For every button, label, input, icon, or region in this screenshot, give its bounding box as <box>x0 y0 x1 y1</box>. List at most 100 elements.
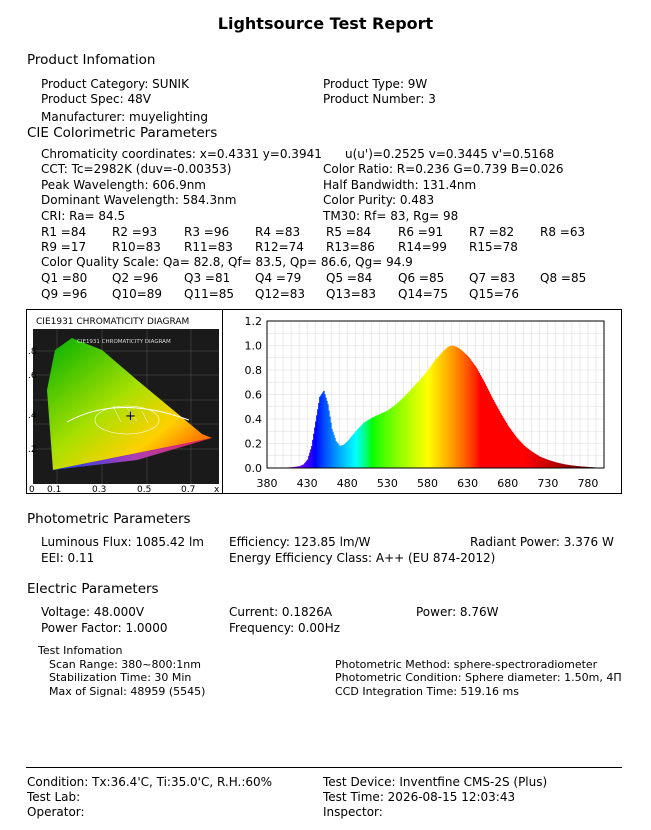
spectrum-bar <box>423 374 425 468</box>
tm30-value: TM30: Rf= 83, Rg= 98 <box>323 209 459 223</box>
spectrum-bar <box>534 453 537 468</box>
spectrum-bar <box>552 461 555 468</box>
q-value: Q2 =96 <box>112 271 159 285</box>
spectrum-bar <box>443 350 446 468</box>
spectrum-bar <box>349 438 351 468</box>
r-value: R5 =84 <box>326 225 372 239</box>
spectrum-bar <box>362 423 364 468</box>
spectrum-bar <box>506 424 509 468</box>
spectrum-bar <box>556 462 559 468</box>
spectrum-bar <box>361 424 363 468</box>
spectrum-bar <box>296 466 298 468</box>
spectrum-bar <box>434 360 436 468</box>
product-spec: Product Spec: 48V <box>41 92 151 106</box>
spectrum-bar <box>486 388 489 468</box>
spectrum-bar <box>406 393 408 468</box>
x-tick-label: 430 <box>297 477 318 490</box>
spectrum-bar <box>458 348 461 468</box>
spectrum-bar <box>356 430 358 468</box>
spectrum-bar <box>420 378 422 468</box>
max-signal: Max of Signal: 48959 (5545) <box>49 685 206 698</box>
spectrum-bar <box>449 346 452 468</box>
spectrum-bar <box>358 428 360 468</box>
spectrum-bar <box>538 456 541 468</box>
spectrum-bar <box>297 466 299 468</box>
spectrum-bar <box>432 363 434 468</box>
spectrum-bar <box>446 347 449 468</box>
luminous-flux: Luminous Flux: 1085.42 lm <box>41 535 204 549</box>
cct-value: CCT: Tc=2982K (duv=-0.00353) <box>41 162 232 176</box>
spectrum-bar <box>375 415 377 468</box>
power-factor: Power Factor: 1.0000 <box>41 621 168 635</box>
spectrum-bar <box>393 405 395 468</box>
spectrum-bar <box>357 429 359 468</box>
spectrum-bar <box>553 461 556 468</box>
spectrum-bar <box>454 346 457 468</box>
x-tick-label: 380 <box>257 477 278 490</box>
spectrum-bar <box>482 380 485 468</box>
cri-value: CRI: Ra= 84.5 <box>41 209 126 223</box>
spectrum-bar <box>527 449 530 468</box>
product-number: Product Number: 3 <box>323 92 436 106</box>
spectrum-bar <box>570 465 573 468</box>
half-bandwidth: Half Bandwidth: 131.4nm <box>323 178 477 192</box>
spectrum-bar <box>530 451 533 468</box>
test-time: Test Time: 2026-08-15 12:03:43 <box>323 790 516 804</box>
photometric-method: Photometric Method: sphere-spectroradiom… <box>335 658 598 671</box>
spectrum-bar <box>348 439 350 468</box>
spectrum-bar <box>334 437 336 468</box>
spectrum-bar <box>323 390 325 468</box>
cie-diagram: + CIE1931 CHROMATICITY DIAGRAM CIE1931 C… <box>28 317 220 493</box>
spectrum-bar <box>437 356 440 468</box>
test-point-marker: + <box>125 409 136 424</box>
spectrum-bar <box>491 398 494 468</box>
spectrum-bar <box>557 462 560 468</box>
spectrum-bar <box>396 403 398 468</box>
spectrum-bar <box>477 371 480 468</box>
energy-class: Energy Efficiency Class: A++ (EU 874-201… <box>229 551 496 565</box>
uv-coords: u(u')=0.2525 v=0.3445 v'=0.5168 <box>345 147 555 161</box>
spectrum-bar <box>312 439 314 468</box>
spectrum-bar <box>469 359 472 468</box>
spectrum-bar <box>575 465 578 468</box>
spectrum-bar <box>445 348 448 468</box>
spectrum-bar <box>398 401 400 468</box>
spectrum-bar <box>425 372 427 468</box>
spectrum-bar <box>404 395 406 468</box>
spectrum-bar <box>532 452 535 468</box>
r-value: R3 =96 <box>184 225 230 239</box>
spectrum-bar <box>394 405 396 468</box>
spectrum-bar <box>515 437 518 468</box>
spectrum-bar <box>518 440 521 468</box>
spectrum-bar <box>342 445 344 468</box>
r-value: R4 =83 <box>255 225 301 239</box>
spectrum-bar <box>540 457 543 468</box>
spectrum-bar <box>496 407 499 468</box>
efficiency: Efficiency: 123.85 lm/W <box>229 535 371 549</box>
footer-condition: Condition: Tx:36.4'C, Ti:35.0'C, R.H.:60… <box>27 775 273 789</box>
spectrum-bar <box>473 364 476 468</box>
current: Current: 0.1826A <box>229 605 333 619</box>
spectrum-bar <box>338 444 340 468</box>
spectrum-bar <box>481 378 484 468</box>
x-tick-label: 530 <box>377 477 398 490</box>
spectrum-bar <box>520 442 523 468</box>
spectrum-bar <box>523 445 526 468</box>
spectrum-bar <box>412 387 414 468</box>
spectrum-bar <box>537 455 540 468</box>
spectrum-bar <box>385 411 387 468</box>
spectrum-bar <box>558 463 561 468</box>
spectrum-bar <box>436 357 439 468</box>
photometric-heading: Photometric Parameters <box>27 511 191 527</box>
y-tick-label: 1.0 <box>245 340 263 353</box>
spectrum-bar <box>487 390 490 468</box>
y-tick-label: 0.4 <box>245 413 263 426</box>
q-value: Q15=76 <box>469 287 520 301</box>
spectrum-bar <box>563 464 566 468</box>
spectrum-bar <box>310 449 312 468</box>
cie-diagram-title: CIE1931 CHROMATICITY DIAGRAM <box>36 317 189 327</box>
spectrum-bar <box>387 410 389 468</box>
y-tick-label: 0.2 <box>245 438 263 451</box>
spectrum-bar <box>399 400 401 468</box>
spectrum-bar <box>577 466 580 468</box>
